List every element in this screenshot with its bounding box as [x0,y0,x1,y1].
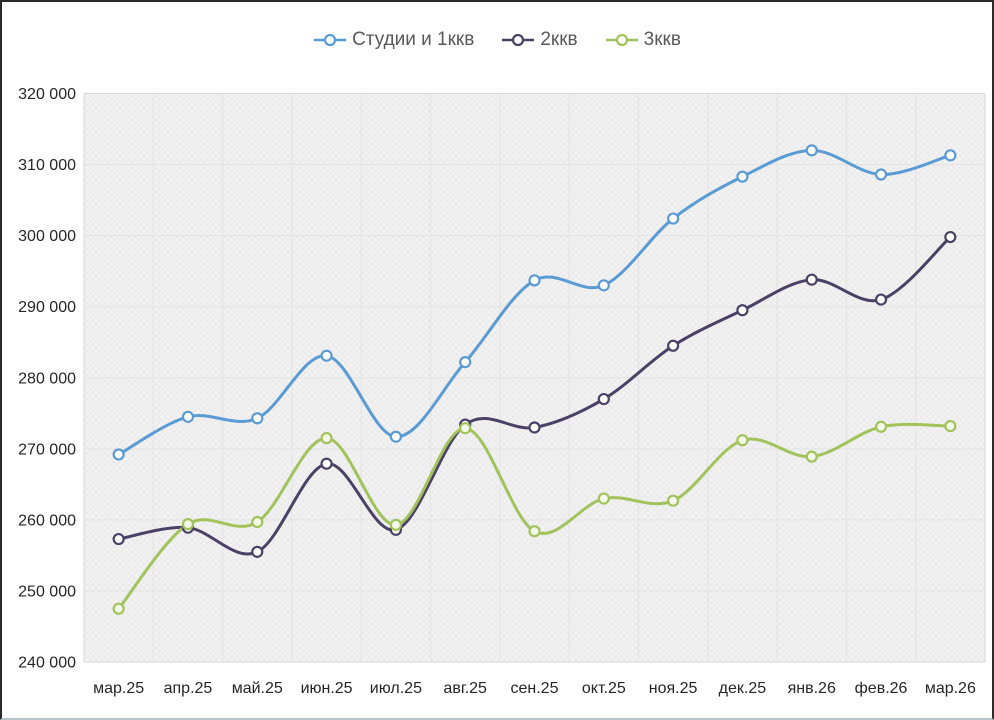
x-axis-tick-label: июл.25 [370,680,422,697]
legend-item-3kkv: 3ккв [605,29,681,51]
series-2-marker [459,422,472,435]
legend-item-studii-i-1kkv: Студии и 1ккв [313,29,474,51]
legend-line-circle-icon [605,33,638,47]
series-0-marker [112,448,125,461]
x-axis-tick-label: сен.25 [511,680,559,697]
series-0-marker [251,412,264,425]
x-axis-tick-label: мар.26 [925,680,976,697]
series-1-marker [597,392,610,406]
series-1-marker [528,421,541,434]
series-2-marker [805,450,818,463]
series-1-marker [736,304,749,317]
x-axis-tick-label: мар.25 [93,680,144,697]
series-0-marker [874,168,888,181]
legend-line-circle-icon [502,33,535,47]
y-axis-tick-label: 270 000 [18,441,76,458]
x-axis-tick-label: фев.26 [855,680,908,697]
series-0-line [117,148,952,456]
series-0-marker [597,279,610,292]
series-0-marker [459,356,472,369]
series-2-marker [320,432,333,445]
series-0-marker [667,212,680,225]
series-0-marker [320,349,333,362]
series-0-marker [736,170,749,183]
series-1-marker [112,532,125,546]
series-1-marker [944,230,957,244]
series-2-marker [251,515,264,529]
series-0-marker [805,144,818,157]
x-axis-tick-label: ноя.25 [649,680,698,697]
series-2-marker [874,420,888,433]
x-axis-tick-label: май.25 [232,680,283,697]
y-axis-tick-label: 300 000 [18,228,76,245]
plot-area-border [83,93,986,663]
x-axis-tick-label: апр.25 [164,680,213,697]
legend-label: 3ккв [643,29,681,50]
y-axis-tick-label: 260 000 [18,512,76,529]
legend-item-2kkv: 2ккв [501,29,578,51]
series-0-marker [389,430,402,443]
series-1-marker [667,339,680,352]
series-1-marker [805,273,818,286]
y-axis-tick-label: 240 000 [18,655,76,672]
series-1-marker [251,545,264,558]
series-0-marker [944,149,957,162]
series-2-marker [597,492,610,505]
series-2-marker [944,419,957,433]
series-2-marker [181,518,195,531]
series-0-marker [528,274,541,287]
y-axis-tick-label: 320 000 [18,86,76,103]
x-axis-tick-label: июн.25 [301,680,353,697]
series-2-marker [112,602,125,615]
series-1-marker [874,293,888,306]
legend-label: Студии и 1ккв [352,29,475,50]
legend-line-circle-icon [314,33,347,47]
y-axis-tick-label: 310 000 [18,157,76,174]
legend-label: 2ккв [540,29,578,50]
series-2-marker [736,434,749,447]
x-axis-tick-label: окт.25 [582,680,626,697]
series-0-marker [181,410,195,423]
chart-legend: Студии и 1ккв 2ккв 3ккв [0,26,994,54]
y-axis-tick-label: 250 000 [18,583,76,600]
series-2-marker [667,494,680,507]
series-1-marker [320,457,333,470]
x-axis-tick-label: янв.26 [788,680,836,697]
series-2-marker [389,518,402,531]
y-axis-tick-label: 280 000 [18,370,76,387]
y-axis-tick-label: 290 000 [18,299,76,316]
series-2-marker [528,525,541,538]
x-axis-tick-label: авг.25 [443,680,487,697]
x-axis-tick-label: дек.25 [719,680,767,697]
